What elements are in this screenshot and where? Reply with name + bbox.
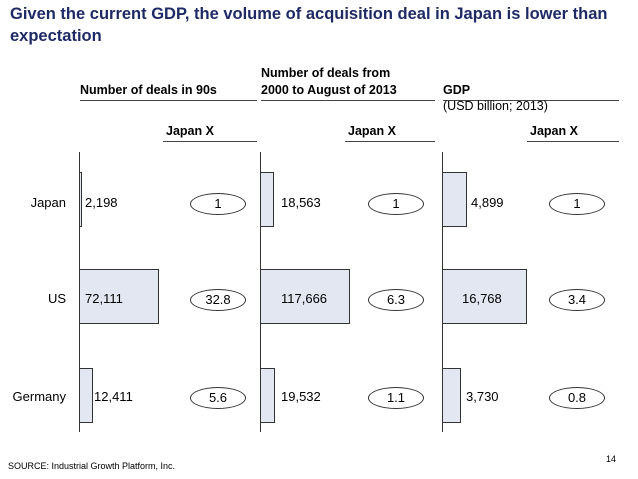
panel1-ratio-germany: 5.6 bbox=[190, 387, 246, 409]
panel3-value-germany: 3,730 bbox=[466, 389, 499, 404]
slide-title: Given the current GDP, the volume of acq… bbox=[10, 5, 608, 45]
panel1-value-us: 72,111 bbox=[85, 291, 123, 306]
panel3-ratio-germany: 0.8 bbox=[549, 387, 605, 409]
panel2-ratio-japan: 1 bbox=[368, 193, 424, 215]
panel2-value-us: 117,666 bbox=[281, 291, 328, 306]
panel3-bar-germany bbox=[442, 368, 461, 423]
panel1-ratio-underline bbox=[163, 141, 257, 142]
panel2-ratio-header: Japan X bbox=[348, 124, 396, 138]
panel3-subtitle: (USD billion; 2013) bbox=[443, 99, 548, 113]
row-label-germany: Germany bbox=[12, 389, 66, 404]
panel1-value-germany: 12,411 bbox=[94, 389, 133, 404]
panel3-bar-japan bbox=[442, 172, 467, 227]
panel3-ratio-header: Japan X bbox=[530, 124, 578, 138]
panel1-ratio-japan: 1 bbox=[190, 193, 246, 215]
panel2-ratio-germany: 1.1 bbox=[368, 387, 424, 409]
panel2-title-underline bbox=[261, 100, 435, 101]
panel3-title: GDP bbox=[443, 83, 471, 97]
panel1-bar-us bbox=[79, 269, 159, 324]
panel1-bar-germany bbox=[79, 368, 93, 423]
panel2-bar-germany bbox=[260, 368, 275, 423]
page-number: 14 bbox=[606, 454, 617, 464]
source-note: SOURCE: Industrial Growth Platform, Inc. bbox=[8, 461, 176, 471]
panel2-ratio-us: 6.3 bbox=[368, 289, 424, 311]
panel3-ratio-us: 3.4 bbox=[549, 289, 605, 311]
panel2-bar-japan bbox=[260, 172, 274, 227]
panel3-value-japan: 4,899 bbox=[471, 195, 504, 210]
panel1-value-japan: 2,198 bbox=[85, 195, 118, 210]
panel1-ratio-us: 32.8 bbox=[190, 289, 246, 311]
panel3-bar-us bbox=[442, 269, 527, 324]
panel2-ratio-underline bbox=[345, 141, 435, 142]
panel2-value-germany: 19,532 bbox=[281, 389, 321, 404]
panel2-value-japan: 18,563 bbox=[281, 195, 321, 210]
panel3-ratio-underline bbox=[527, 141, 619, 142]
panel3-title-underline bbox=[443, 100, 619, 101]
panel1-title: Number of deals in 90s bbox=[80, 83, 217, 97]
panel2-bar-us bbox=[260, 269, 350, 324]
panel1-ratio-header: Japan X bbox=[166, 124, 214, 138]
row-label-japan: Japan bbox=[30, 195, 66, 210]
panel3-value-us: 16,768 bbox=[462, 291, 502, 306]
panel1-title-underline bbox=[80, 100, 257, 101]
panel3-ratio-japan: 1 bbox=[549, 193, 605, 215]
panel2-title-line1: Number of deals from bbox=[261, 66, 391, 80]
row-label-us: US bbox=[47, 291, 66, 306]
panel2-title-line2: 2000 to August of 2013 bbox=[261, 83, 397, 97]
panel1-bar-japan bbox=[79, 172, 82, 227]
